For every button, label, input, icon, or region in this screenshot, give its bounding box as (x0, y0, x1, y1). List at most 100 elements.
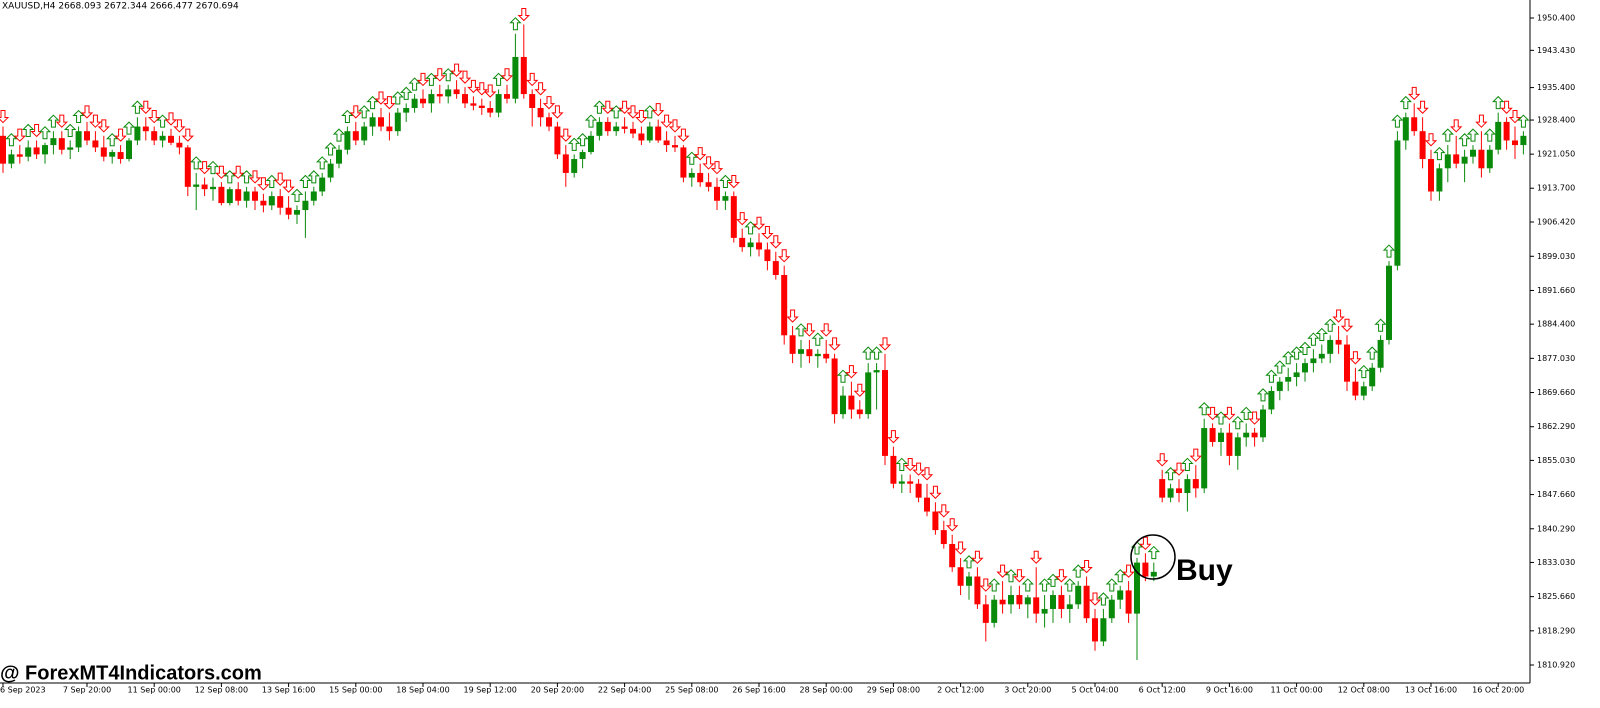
x-tick-label: 7 Sep 20:00 (63, 686, 111, 695)
candle-body (680, 147, 687, 178)
signal-arrow (391, 91, 405, 105)
candle-body (529, 94, 536, 108)
candle-body (646, 126, 653, 141)
candle-body (747, 242, 754, 248)
signal-arrow (198, 161, 211, 175)
signal-arrow (357, 105, 371, 119)
candle-body (1066, 604, 1073, 609)
candle-body (1377, 339, 1384, 368)
candle-body (772, 261, 779, 275)
signal-arrow (206, 160, 220, 175)
candle-body (1218, 432, 1224, 442)
candle-body (714, 186, 720, 201)
signal-arrow (231, 165, 245, 179)
y-tick-label: 1862.290 (1537, 422, 1575, 431)
signal-arrow (1407, 86, 1421, 101)
signal-arrow (954, 541, 967, 555)
y-tick-label: 1855.030 (1537, 456, 1575, 465)
signal-arrow (47, 114, 60, 128)
candle-body (1327, 339, 1334, 354)
x-tick-label: 5 Oct 04:00 (1071, 686, 1118, 695)
candle-body (495, 94, 502, 113)
y-tick-label: 1869.660 (1537, 388, 1575, 397)
candle-body (638, 133, 645, 141)
candle-body (1142, 562, 1149, 577)
candle-body (33, 147, 40, 155)
candle-body (1083, 585, 1090, 619)
signal-arrow (1500, 100, 1513, 114)
candle-body (554, 126, 561, 155)
y-tick-label: 1840.290 (1537, 524, 1575, 533)
candle-body (940, 530, 947, 545)
candle-body (1344, 344, 1350, 382)
signal-arrow (987, 578, 1001, 592)
signal-arrow (1517, 114, 1530, 128)
candle-body (1352, 381, 1359, 396)
signal-arrow (1021, 578, 1035, 592)
y-tick-label: 1833.030 (1537, 558, 1575, 567)
candle-body (1520, 135, 1527, 146)
signal-arrow (1181, 457, 1194, 471)
candle-body (1478, 149, 1485, 169)
signal-arrow (1046, 573, 1060, 587)
signal-arrow (702, 156, 715, 170)
candle-body (1243, 432, 1250, 438)
candle-body (1075, 585, 1082, 605)
signal-arrow (425, 72, 438, 86)
signal-arrow (450, 63, 463, 77)
signal-arrow (1332, 309, 1345, 323)
signal-arrow (584, 114, 598, 128)
signal-arrow (1164, 467, 1177, 481)
signal-arrow (500, 68, 514, 82)
candle-body (319, 177, 326, 192)
buy-circle (1130, 534, 1176, 580)
signal-arrow (819, 323, 833, 337)
signal-arrow (1466, 128, 1480, 142)
signal-arrow (752, 216, 766, 230)
signal-arrow (483, 84, 497, 98)
candle-body (579, 152, 586, 160)
y-tick-label: 1847.660 (1537, 490, 1575, 499)
signal-arrow (609, 105, 623, 119)
candle-body (1495, 121, 1502, 150)
candle-body (1369, 367, 1376, 387)
candle-body (235, 189, 242, 201)
candle-body (1276, 381, 1283, 391)
signal-arrow (1374, 318, 1387, 332)
candle-body (991, 599, 998, 623)
candle-body (126, 140, 132, 160)
candle-body (1234, 437, 1241, 456)
signal-arrow (567, 137, 581, 151)
signal-arrow (181, 128, 195, 142)
signal-arrow (618, 100, 631, 114)
signal-arrow (341, 109, 354, 124)
candle-body (756, 242, 762, 250)
signal-arrow (878, 337, 892, 351)
signal-arrow (693, 147, 707, 161)
annotation: Buy (1176, 554, 1233, 587)
candle-body (596, 121, 603, 136)
candle-body (999, 599, 1006, 605)
y-tick-label: 1943.430 (1537, 46, 1575, 55)
signal-arrow (399, 86, 413, 100)
x-tick-label: 16 Oct 20:00 (1472, 686, 1524, 695)
signal-arrow (719, 174, 732, 188)
signal-arrow (1004, 569, 1018, 583)
candle-body (100, 147, 107, 157)
signal-arrow (332, 128, 346, 142)
signal-arrow (1315, 327, 1329, 342)
candle-body (75, 131, 82, 148)
candle-body (327, 163, 334, 178)
signal-arrow (248, 170, 262, 184)
candle-body (630, 128, 636, 134)
candle-body (1092, 618, 1098, 642)
signal-arrow (1281, 351, 1295, 365)
signal-arrow (1449, 119, 1463, 133)
candle-body (730, 196, 737, 238)
y-tick-label: 1877.030 (1537, 354, 1575, 363)
signal-arrow (416, 72, 430, 87)
signal-arrow (63, 123, 77, 137)
signal-arrow (1172, 462, 1186, 476)
candle-body (1192, 479, 1199, 489)
candle-body (1008, 595, 1014, 605)
